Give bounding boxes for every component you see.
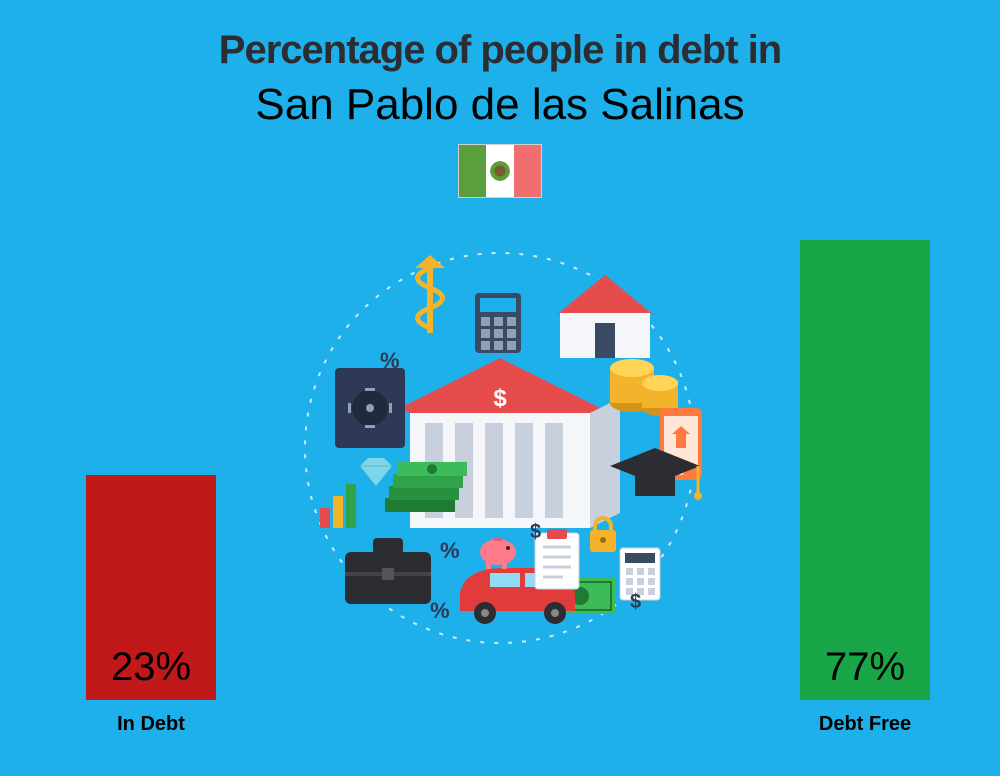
flag-stripe-green xyxy=(459,145,486,197)
bar-debt-free-value: 77% xyxy=(800,645,930,690)
bar-debt-free: 77% xyxy=(800,240,930,700)
coins-icon xyxy=(610,359,678,416)
percent-icon: % xyxy=(440,538,460,563)
clipboard-icon xyxy=(535,529,579,589)
bar-in-debt: 23% xyxy=(86,475,216,700)
svg-text:$: $ xyxy=(493,385,507,412)
cash-stack-icon xyxy=(385,462,467,512)
calculator-icon xyxy=(475,293,521,353)
barchart-icon xyxy=(320,484,356,528)
flag-stripe-white xyxy=(486,145,513,197)
house-icon xyxy=(555,275,655,358)
briefcase-icon xyxy=(345,538,431,604)
title-primary: Percentage of people in debt in xyxy=(0,28,1000,73)
percent-icon: % xyxy=(430,598,450,623)
flag-emblem-icon xyxy=(490,161,510,181)
percent-icon: % xyxy=(380,348,400,373)
finance-illustration: $ xyxy=(290,238,710,658)
bar-in-debt-label: In Debt xyxy=(86,713,216,736)
mexico-flag xyxy=(458,144,542,198)
bar-in-debt-value: 23% xyxy=(86,645,216,690)
title-location: San Pablo de las Salinas xyxy=(0,80,1000,130)
caduceus-icon xyxy=(415,255,445,333)
diamond-icon xyxy=(360,458,392,486)
safe-icon xyxy=(335,368,405,448)
lock-icon xyxy=(590,518,616,552)
dollar-icon: $ xyxy=(630,591,641,613)
dollar-icon: $ xyxy=(530,521,541,543)
bar-debt-free-label: Debt Free xyxy=(800,713,930,736)
flag-stripe-red xyxy=(514,145,541,197)
piggybank-icon xyxy=(480,538,516,569)
